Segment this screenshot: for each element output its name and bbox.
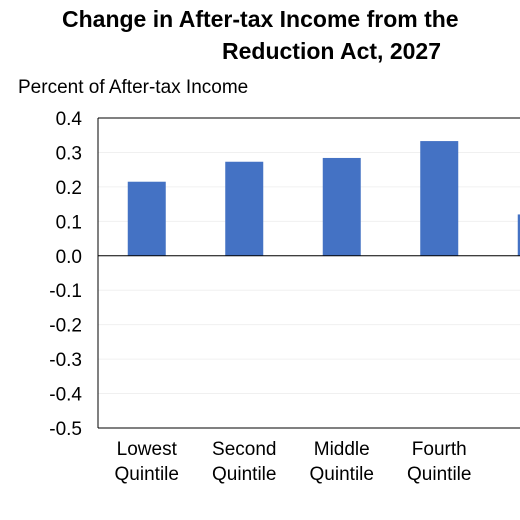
x-category-label-1-line-2: Quintile — [212, 464, 276, 485]
y-tick-label-4: 0.0 — [56, 247, 82, 268]
y-tick-label-5: -0.1 — [49, 281, 82, 302]
y-tick-label-7: -0.3 — [49, 350, 82, 371]
bar-4 — [517, 214, 520, 256]
chart-title: Change in After-tax Income from the Redu… — [0, 4, 520, 68]
x-category-label-0-line-1: Lowest — [117, 439, 178, 460]
y-tick-label-1: 0.3 — [56, 143, 82, 164]
x-category-label-2-line-2: Quintile — [310, 464, 374, 485]
y-tick-label-3: 0.1 — [56, 212, 82, 233]
y-tick-label-2: 0.2 — [56, 178, 82, 199]
y-axis-label: Percent of After-tax Income — [18, 77, 249, 98]
y-tick-label-6: -0.2 — [49, 316, 82, 337]
x-category-label-0-line-2: Quintile — [115, 464, 179, 485]
bar-2 — [322, 157, 361, 256]
y-tick-label-0: 0.4 — [56, 109, 83, 130]
x-category-label-1-line-1: Second — [212, 439, 276, 460]
chart-title-line-1: Change in After-tax Income from the — [62, 6, 459, 32]
bar-3 — [420, 141, 459, 256]
y-tick-label-8: -0.4 — [49, 385, 82, 406]
x-category-label-3-line-1: Fourth — [412, 439, 467, 460]
y-tick-label-9: -0.5 — [49, 419, 82, 440]
bar-0 — [127, 181, 166, 256]
x-category-label-3-line-2: Quintile — [407, 464, 471, 485]
x-category-label-2-line-1: Middle — [314, 439, 370, 460]
chart-title-line-2: Reduction Act, 2027 — [222, 38, 441, 64]
bar-1 — [225, 161, 264, 256]
